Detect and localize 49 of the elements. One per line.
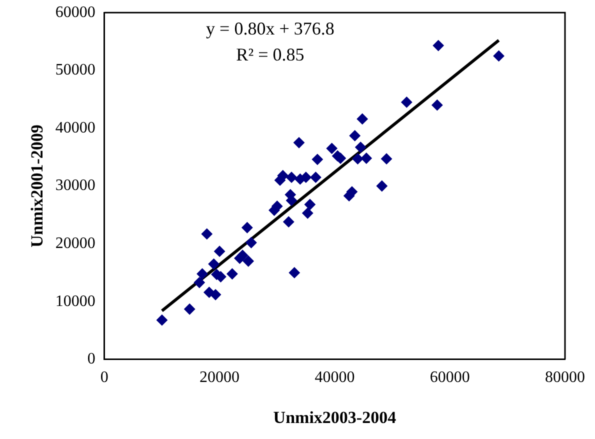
point	[356, 113, 368, 124]
point	[310, 172, 322, 183]
y-tick-label: 0	[87, 350, 96, 368]
x-tick-label: 60000	[430, 369, 470, 386]
y-axis-title: Unmix2001-2009	[28, 124, 47, 248]
point	[326, 142, 338, 154]
point	[352, 153, 364, 164]
point	[349, 130, 360, 142]
point	[355, 142, 366, 153]
annotation: R² = 0.85	[236, 44, 304, 64]
y-tick-label: 20000	[55, 235, 96, 252]
annotation: y = 0.80x + 376.8	[206, 18, 334, 38]
y-tick-label: 10000	[55, 292, 96, 310]
y-tick-label: 30000	[55, 177, 96, 194]
point	[226, 268, 238, 280]
point	[381, 153, 392, 164]
point	[304, 198, 316, 210]
point	[432, 40, 444, 52]
point	[360, 152, 372, 164]
x-tick-label: 40000	[314, 369, 355, 386]
point	[196, 268, 208, 280]
point	[242, 256, 254, 267]
point	[208, 258, 220, 270]
point	[184, 304, 196, 315]
point	[201, 228, 212, 240]
point	[493, 50, 504, 62]
point	[288, 267, 300, 278]
point	[194, 277, 205, 288]
point	[210, 289, 222, 300]
point	[237, 250, 248, 261]
point	[156, 314, 168, 326]
point	[242, 222, 253, 234]
x-tick-label: 0	[100, 369, 108, 386]
y-tick-label: 50000	[55, 62, 96, 79]
point	[432, 100, 443, 111]
x-axis-title: Unmix2003-2004	[273, 408, 397, 428]
point	[286, 172, 298, 183]
y-tick-label: 40000	[55, 119, 96, 136]
point	[312, 154, 323, 165]
x-tick-label: 80000	[545, 369, 585, 386]
point	[294, 137, 305, 148]
point	[302, 208, 314, 219]
point	[401, 96, 412, 108]
point	[283, 216, 294, 228]
x-tick-label: 20000	[200, 369, 240, 386]
point	[376, 180, 388, 192]
point	[214, 246, 226, 257]
point	[246, 237, 257, 248]
y-tick-label: 60000	[55, 4, 96, 21]
